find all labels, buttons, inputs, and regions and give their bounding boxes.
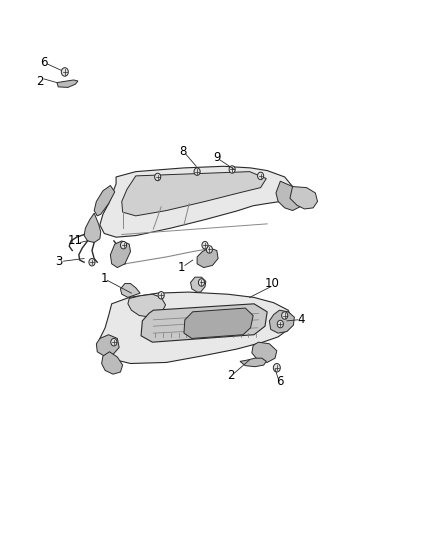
- Polygon shape: [57, 80, 78, 87]
- Text: 10: 10: [265, 277, 280, 290]
- Text: 8: 8: [180, 146, 187, 158]
- Polygon shape: [120, 284, 140, 297]
- Text: 4: 4: [297, 313, 305, 326]
- Text: 9: 9: [213, 151, 221, 164]
- Polygon shape: [128, 294, 166, 317]
- Text: 1: 1: [100, 272, 108, 285]
- Polygon shape: [191, 277, 206, 292]
- Text: 6: 6: [40, 56, 48, 69]
- Circle shape: [229, 166, 235, 173]
- Circle shape: [111, 338, 117, 346]
- Circle shape: [155, 173, 161, 181]
- Polygon shape: [276, 181, 304, 211]
- Polygon shape: [110, 241, 131, 268]
- Polygon shape: [290, 187, 318, 209]
- Text: 2: 2: [227, 369, 235, 382]
- Polygon shape: [96, 335, 119, 356]
- Polygon shape: [100, 292, 293, 364]
- Circle shape: [120, 241, 127, 249]
- Circle shape: [89, 259, 95, 266]
- Circle shape: [273, 364, 280, 372]
- Polygon shape: [122, 172, 266, 216]
- Text: 1: 1: [178, 261, 186, 274]
- Circle shape: [282, 312, 288, 319]
- Text: 2: 2: [36, 75, 44, 87]
- Polygon shape: [84, 213, 101, 243]
- Text: 11: 11: [68, 235, 83, 247]
- Polygon shape: [240, 358, 266, 367]
- Circle shape: [202, 241, 208, 249]
- Polygon shape: [100, 166, 293, 237]
- Circle shape: [61, 68, 68, 76]
- Circle shape: [206, 246, 212, 253]
- Circle shape: [258, 172, 264, 180]
- Circle shape: [277, 320, 283, 328]
- Polygon shape: [197, 248, 218, 268]
- Polygon shape: [102, 352, 123, 374]
- Circle shape: [194, 168, 200, 175]
- Polygon shape: [269, 310, 294, 333]
- Text: 6: 6: [276, 375, 283, 387]
- Circle shape: [158, 292, 164, 299]
- Text: 3: 3: [56, 255, 63, 268]
- Polygon shape: [141, 304, 267, 342]
- Polygon shape: [252, 342, 277, 362]
- Circle shape: [198, 279, 205, 286]
- Polygon shape: [94, 185, 115, 216]
- Polygon shape: [184, 308, 253, 338]
